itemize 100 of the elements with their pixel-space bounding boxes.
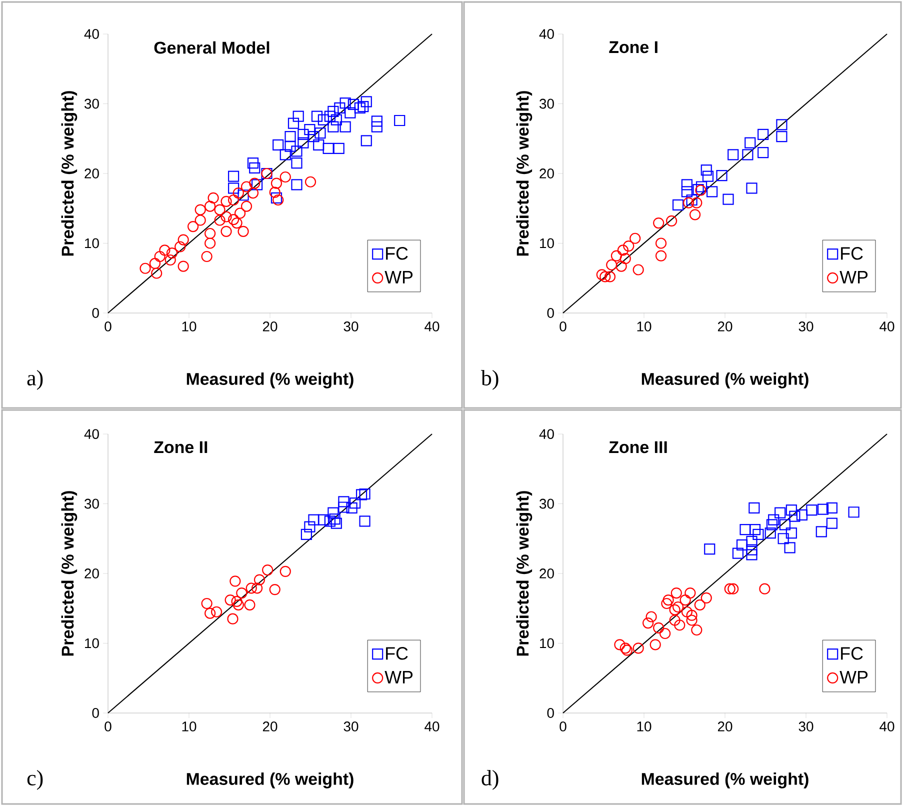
point: [304, 521, 316, 532]
point: [269, 584, 280, 596]
point: [330, 518, 342, 529]
point: [174, 241, 186, 252]
point: [371, 116, 382, 127]
point: [350, 498, 361, 509]
y-tick-label: 30: [84, 98, 99, 109]
point: [284, 130, 296, 142]
point: [826, 518, 838, 529]
point: [234, 208, 246, 219]
point: [653, 622, 664, 634]
point: [700, 164, 712, 176]
point: [247, 157, 259, 169]
point: [328, 106, 339, 117]
point: [732, 548, 744, 559]
point: [208, 192, 219, 204]
point: [298, 128, 309, 140]
point: [661, 598, 672, 610]
point: [247, 187, 259, 199]
point: [630, 232, 641, 244]
point: [784, 542, 796, 554]
text: c): [27, 770, 43, 790]
point: [201, 598, 212, 610]
legend-label: WP: [840, 271, 868, 284]
x-tick-label: 20: [262, 722, 278, 732]
point: [768, 514, 780, 526]
legend-label: WP: [384, 271, 413, 284]
point: [269, 186, 280, 198]
y-tick-label: 20: [540, 168, 554, 178]
point: [228, 214, 240, 226]
point: [704, 544, 716, 555]
point: [291, 157, 302, 169]
y-tick-label: 10: [85, 238, 99, 248]
legend-label: WP: [384, 671, 413, 684]
point: [742, 149, 754, 160]
point: [746, 536, 758, 547]
point: [262, 564, 274, 576]
y-tick-label: 0: [547, 308, 554, 318]
point: [232, 599, 244, 610]
point: [358, 100, 369, 112]
x-tick-label: 40: [424, 722, 440, 732]
point: [617, 244, 628, 256]
x-tick-label: 30: [798, 722, 814, 732]
point: [220, 196, 232, 207]
point: [288, 118, 300, 129]
point: [746, 549, 758, 560]
point: [736, 539, 748, 550]
y-tick-label: 30: [84, 498, 99, 509]
point: [151, 268, 162, 279]
point: [623, 240, 634, 252]
y-tick-label: 20: [84, 568, 99, 578]
point: [240, 181, 252, 192]
point: [758, 147, 769, 158]
y-tick-label: 10: [540, 638, 554, 648]
point: [204, 608, 216, 619]
point: [672, 601, 684, 613]
point: [308, 514, 320, 526]
x-tick-label: 40: [880, 722, 894, 732]
point: [224, 594, 236, 606]
point: [249, 178, 260, 189]
point: [201, 250, 212, 262]
point: [680, 594, 691, 606]
y-tick-label: 30: [540, 98, 554, 109]
point: [230, 576, 241, 587]
point: [748, 502, 760, 514]
point: [304, 124, 316, 136]
point: [684, 587, 696, 599]
x-tick-label: 40: [880, 322, 894, 332]
point: [227, 613, 238, 624]
point: [666, 215, 678, 226]
point: [204, 200, 216, 212]
point: [789, 510, 800, 522]
y-tick-label: 0: [92, 308, 99, 318]
point: [251, 582, 263, 594]
point: [251, 179, 263, 190]
x-axis-title: Measured (% weight): [186, 772, 354, 788]
point: [178, 260, 189, 272]
point: [744, 137, 756, 148]
point: [686, 614, 698, 626]
y-tick-label: 40: [539, 429, 554, 439]
point: [330, 114, 342, 126]
legend-label: FC: [386, 247, 408, 260]
x-tick-label: 10: [182, 322, 196, 332]
x-tick-label: 10: [637, 722, 652, 732]
point: [764, 528, 776, 539]
point: [204, 228, 216, 240]
point: [614, 639, 626, 650]
point: [236, 587, 248, 599]
point: [728, 149, 739, 160]
point: [322, 142, 334, 154]
point: [272, 194, 284, 206]
point: [166, 247, 178, 259]
point: [728, 583, 739, 594]
point: [758, 128, 769, 140]
point: [632, 642, 644, 654]
point: [324, 110, 336, 122]
point: [604, 271, 616, 282]
point: [606, 259, 618, 270]
x-axis-title: Measured (% weight): [642, 772, 808, 788]
chart-title: Zone II: [154, 441, 208, 454]
